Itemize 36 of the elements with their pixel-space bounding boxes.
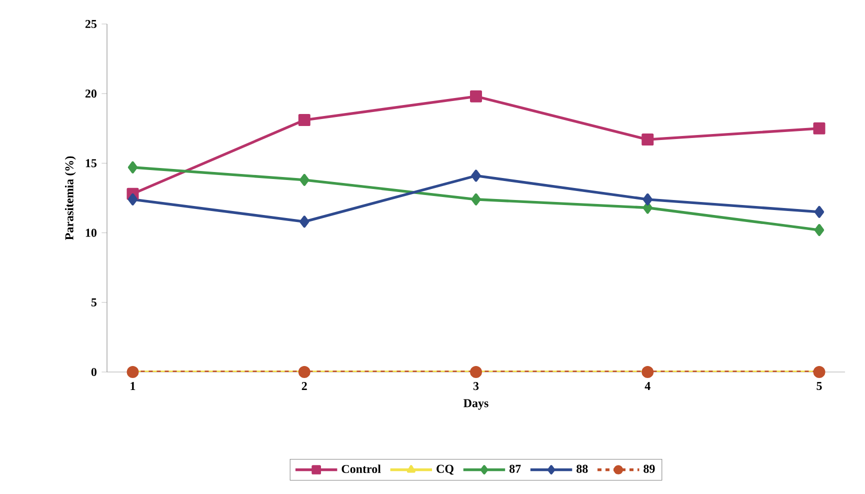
x-tick-label: 4 xyxy=(644,382,650,390)
x-tick-label: 1 xyxy=(130,382,136,390)
y-tick-label: 20 xyxy=(85,90,96,98)
point xyxy=(298,366,310,378)
x-tick-label: 3 xyxy=(473,382,479,390)
y-axis-title: Parasitemia (%) xyxy=(64,156,76,240)
point xyxy=(128,161,138,174)
legend-label: Control xyxy=(342,464,381,474)
legend-label: 89 xyxy=(644,464,655,473)
legend-label: CQ xyxy=(436,464,454,475)
point xyxy=(642,366,654,378)
y-tick-label: 0 xyxy=(91,368,96,376)
x-tick-label: 2 xyxy=(302,382,307,390)
y-tick-label: 5 xyxy=(91,298,97,306)
point xyxy=(298,114,310,126)
point xyxy=(300,216,310,228)
point xyxy=(470,366,482,378)
legend-label: 88 xyxy=(576,464,588,473)
point xyxy=(128,193,138,206)
y-tick-label: 15 xyxy=(86,159,97,168)
point xyxy=(642,193,652,206)
point xyxy=(471,170,481,182)
point xyxy=(814,224,824,236)
point xyxy=(813,122,826,134)
point xyxy=(642,134,654,146)
point xyxy=(470,90,482,102)
point xyxy=(471,193,481,206)
point xyxy=(813,366,826,378)
y-tick-label: 10 xyxy=(86,228,96,237)
y-tick-label: 25 xyxy=(85,20,97,28)
point xyxy=(814,206,824,218)
x-axis-title: Days xyxy=(464,399,488,410)
point xyxy=(126,366,139,378)
legend-label: 87 xyxy=(509,464,521,473)
x-tick-label: 5 xyxy=(816,382,822,390)
point xyxy=(300,174,310,186)
